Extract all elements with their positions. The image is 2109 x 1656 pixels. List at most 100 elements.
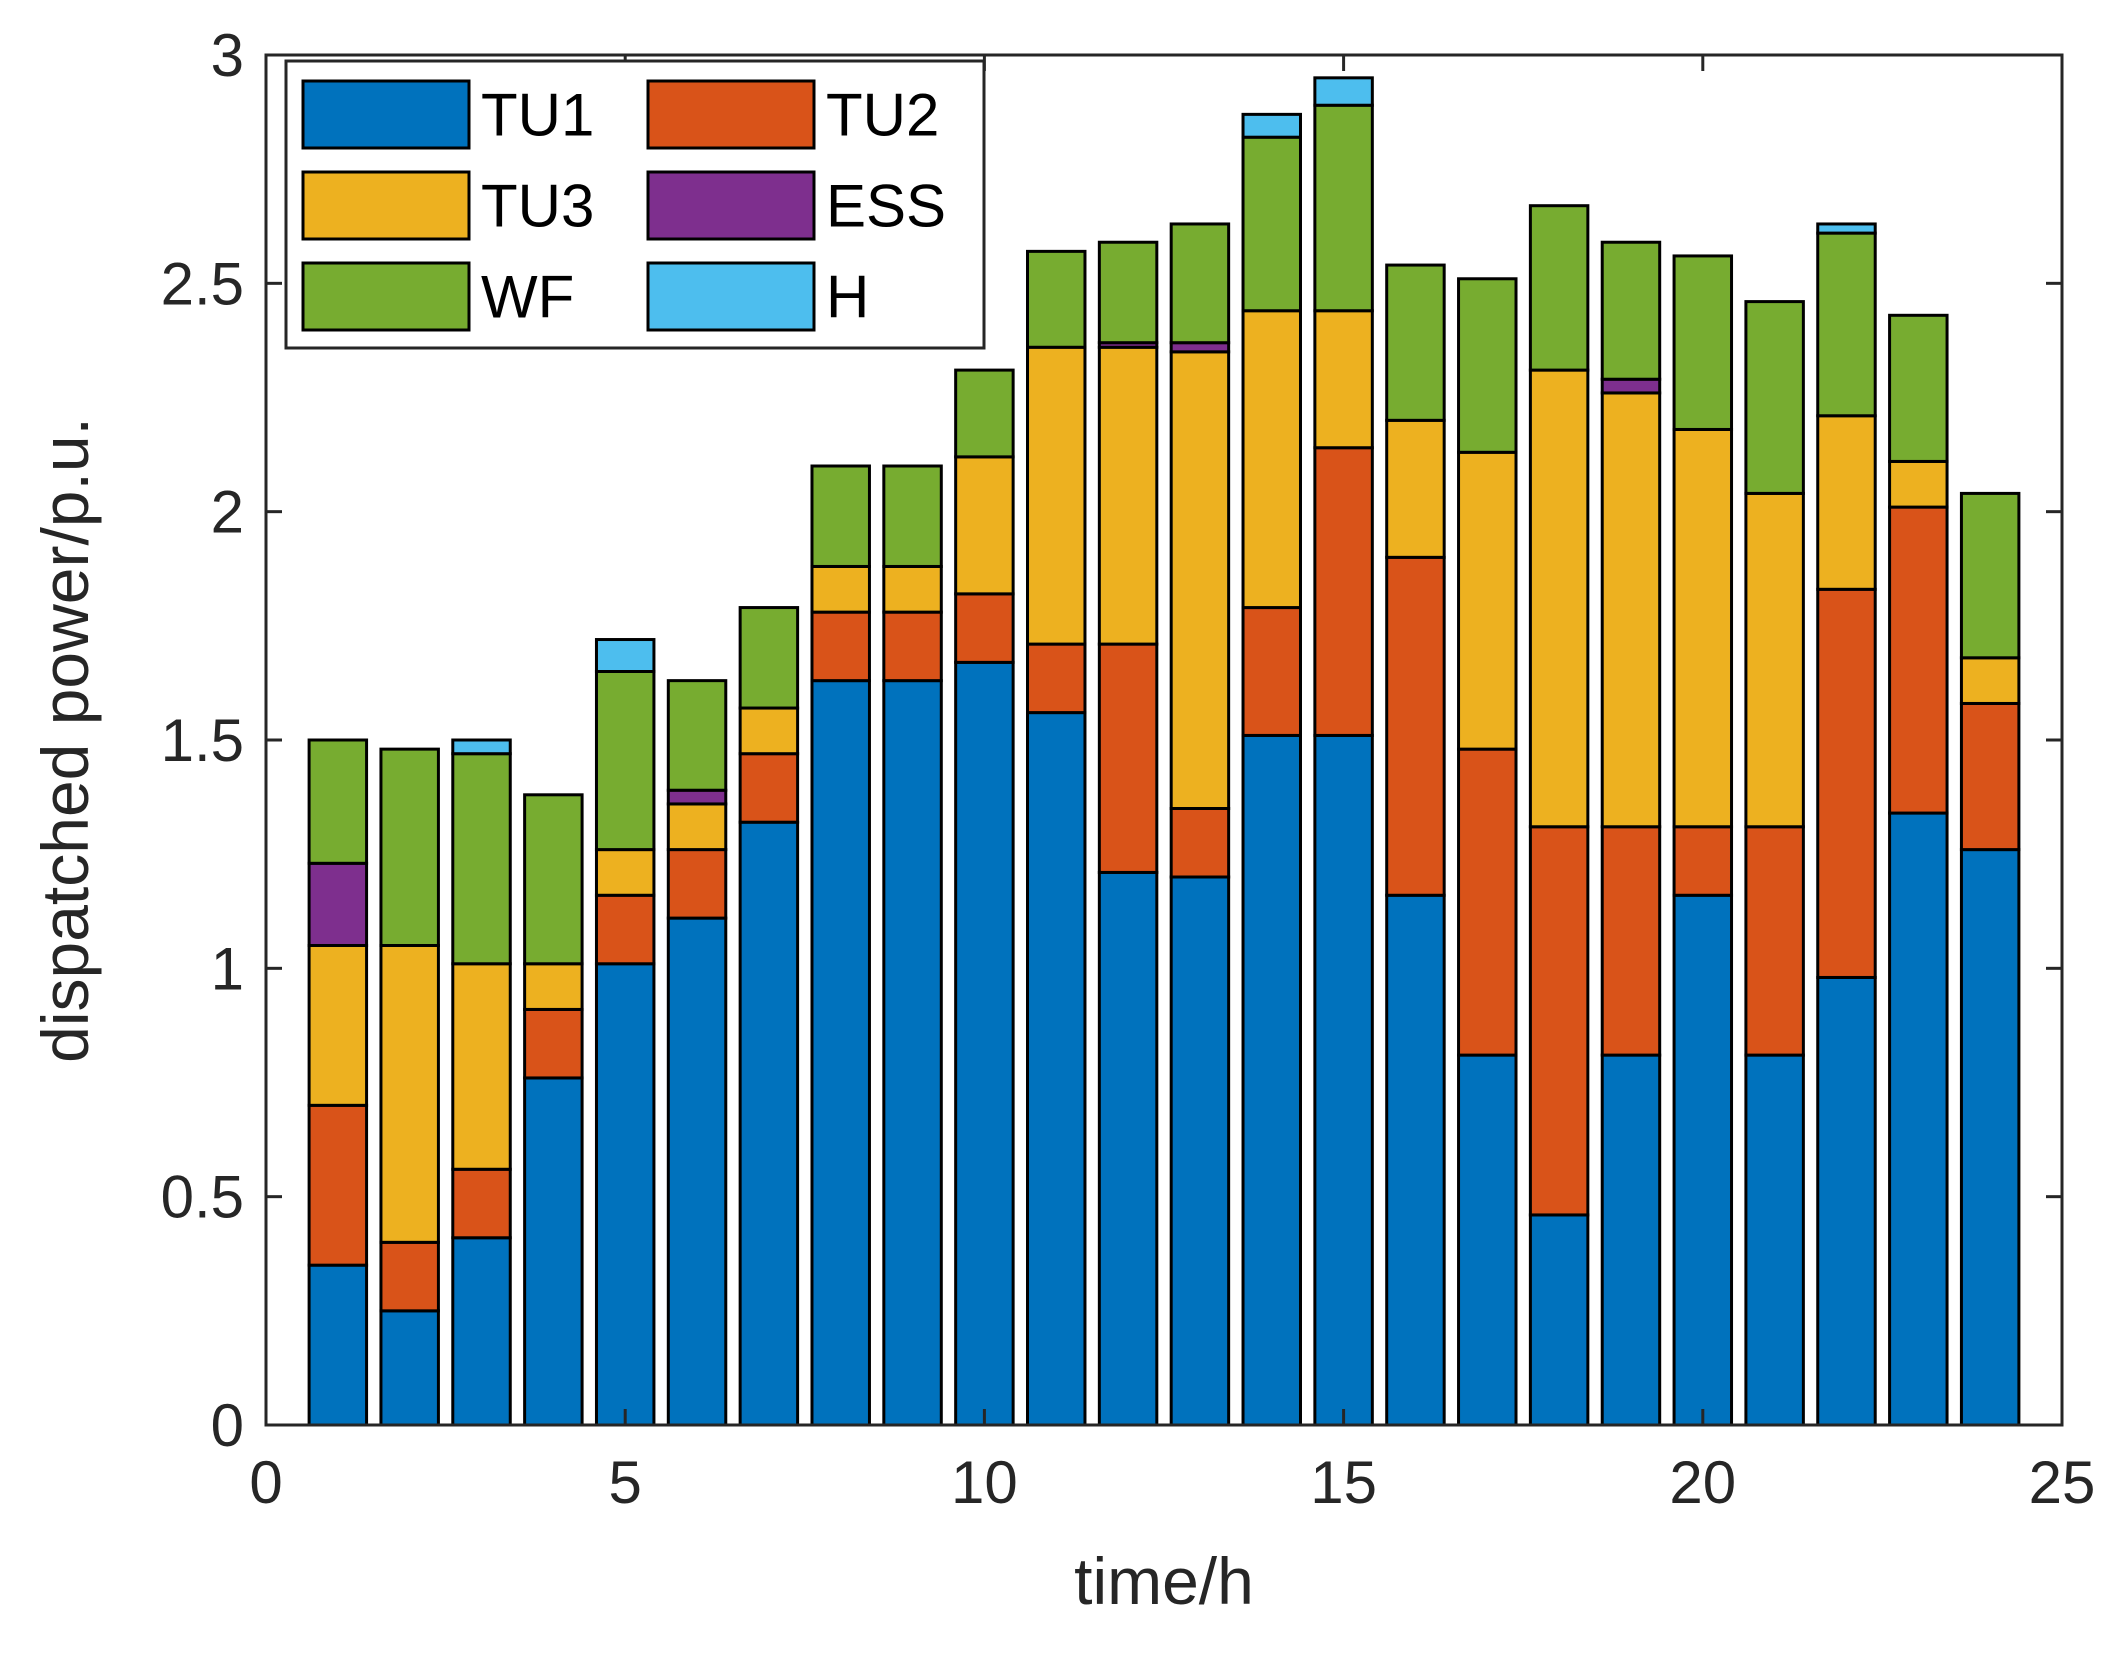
- bar-tu1-t24: [1959, 848, 2021, 1427]
- bar-tu1-t9: [882, 679, 943, 1427]
- bar-tu3-t5: [594, 848, 656, 897]
- bar-tu1-t19: [1600, 1053, 1662, 1427]
- bar-tu1-t1: [307, 1263, 369, 1427]
- bar-tu1-t23: [1888, 811, 1949, 1427]
- y-tick-label-0: 0: [211, 1392, 244, 1459]
- bar-wf-t4: [523, 793, 584, 966]
- axes-group: [264, 53, 2064, 1427]
- x-tick-label-0: 0: [249, 1449, 282, 1516]
- bar-tu2-t18: [1528, 825, 1590, 1217]
- bar-wf-t22: [1816, 231, 1877, 418]
- bar-tu2-t13: [1169, 807, 1231, 879]
- bar-tu3-t21: [1744, 491, 1805, 829]
- legend-swatch-tu2: [646, 79, 816, 150]
- bar-tu2-t16: [1385, 555, 1446, 897]
- legend-label-tu3: TU3: [481, 173, 594, 240]
- bar-tu3-t23: [1888, 459, 1949, 509]
- legend-label-tu2: TU2: [826, 82, 939, 149]
- bar-tu3-t4: [523, 962, 584, 1011]
- x-tick-label-15: 15: [1310, 1449, 1377, 1516]
- bar-tu2-t20: [1672, 825, 1734, 897]
- bar-tu2-t1: [307, 1103, 369, 1267]
- legend-swatch-wf: [301, 261, 471, 332]
- bar-tu3-t22: [1816, 414, 1877, 591]
- bar-tu1-t15: [1313, 733, 1374, 1427]
- legend-swatch-h: [646, 261, 816, 332]
- x-axis-title: time/h: [1074, 1544, 1254, 1618]
- bar-h-t5: [594, 638, 656, 673]
- bar-tu2-t9: [882, 610, 943, 683]
- bar-tu3-t11: [1026, 345, 1087, 646]
- bar-tu1-t20: [1672, 893, 1734, 1427]
- bar-tu3-t17: [1457, 450, 1518, 751]
- bar-wf-t19: [1600, 240, 1662, 381]
- bar-wf-t24: [1959, 491, 2021, 660]
- bar-wf-t5: [594, 670, 656, 852]
- x-tick-label-25: 25: [2029, 1449, 2096, 1516]
- bar-tu1-t22: [1816, 975, 1877, 1427]
- legend-swatch-tu1: [301, 79, 471, 150]
- bar-tu2-t10: [954, 592, 1015, 664]
- legend-label-tu1: TU1: [481, 82, 594, 149]
- bar-wf-t7: [738, 606, 800, 710]
- bar-ess-t6: [666, 788, 728, 806]
- bar-tu2-t23: [1888, 505, 1949, 815]
- bar-ess-t1: [307, 861, 369, 947]
- bar-tu2-t3: [451, 1167, 512, 1240]
- bar-wf-t20: [1672, 254, 1734, 431]
- bar-tu1-t4: [523, 1076, 584, 1427]
- bar-tu2-t2: [379, 1240, 440, 1313]
- bar-tu2-t11: [1026, 642, 1087, 715]
- bar-tu1-t12: [1097, 870, 1159, 1427]
- y-tick-label-0.5: 0.5: [161, 1164, 244, 1231]
- bar-tu3-t14: [1241, 309, 1302, 610]
- y-axis-title: dispatched power/p.u.: [28, 417, 102, 1063]
- y-tick-label-1.5: 1.5: [161, 707, 244, 774]
- bar-tu3-t7: [738, 706, 800, 756]
- x-tick-labels: 0 5 10 15 20 25: [249, 1449, 2095, 1516]
- bar-h-t15: [1313, 76, 1374, 107]
- bar-tu1-t8: [810, 679, 871, 1427]
- legend: TU1 TU2 TU3 ESS WF H: [284, 59, 986, 350]
- bar-tu1-t21: [1744, 1053, 1805, 1427]
- bar-tu2-t19: [1600, 825, 1662, 1057]
- bar-tu2-t4: [523, 1007, 584, 1080]
- bar-tu1-t10: [954, 660, 1015, 1427]
- y-tick-labels: 0 0.5 1 1.5 2 2.5 3: [161, 22, 244, 1459]
- bar-h-t14: [1241, 112, 1302, 139]
- bar-tu1-t5: [594, 962, 656, 1427]
- bar-tu3-t9: [882, 564, 943, 614]
- bar-tu2-t21: [1744, 825, 1805, 1057]
- bar-tu3-t10: [954, 455, 1015, 596]
- y-tick-label-1: 1: [211, 935, 244, 1002]
- bar-wf-t1: [307, 738, 369, 865]
- bar-tu3-t12: [1097, 345, 1159, 646]
- bar-tu3-t3: [451, 962, 512, 1171]
- bar-tu3-t24: [1959, 656, 2021, 705]
- bar-wf-t3: [451, 752, 512, 966]
- bar-tu3-t19: [1600, 391, 1662, 829]
- bar-tu1-t14: [1241, 733, 1302, 1427]
- y-tick-label-2.5: 2.5: [161, 250, 244, 317]
- bar-wf-t17: [1457, 277, 1518, 454]
- legend-swatch-ess: [646, 170, 816, 241]
- bar-wf-t15: [1313, 103, 1374, 313]
- legend-label-h: H: [826, 264, 869, 331]
- bar-tu3-t20: [1672, 427, 1734, 829]
- bar-tu1-t17: [1457, 1053, 1518, 1427]
- bar-tu2-t6: [666, 848, 728, 920]
- y-tick-label-3: 3: [211, 22, 244, 89]
- bar-tu1-t2: [379, 1309, 440, 1427]
- bar-wf-t12: [1097, 240, 1159, 345]
- bar-tu3-t16: [1385, 418, 1446, 559]
- bar-tu3-t18: [1528, 368, 1590, 829]
- bar-tu2-t15: [1313, 446, 1374, 737]
- bar-tu2-t17: [1457, 747, 1518, 1057]
- bar-wf-t14: [1241, 135, 1302, 313]
- bar-tu3-t6: [666, 802, 728, 852]
- bar-tu3-t2: [379, 944, 440, 1244]
- bar-tu2-t14: [1241, 606, 1302, 737]
- bar-wf-t10: [954, 368, 1015, 459]
- legend-swatch-tu3: [301, 170, 471, 241]
- bar-tu1-t7: [738, 820, 800, 1427]
